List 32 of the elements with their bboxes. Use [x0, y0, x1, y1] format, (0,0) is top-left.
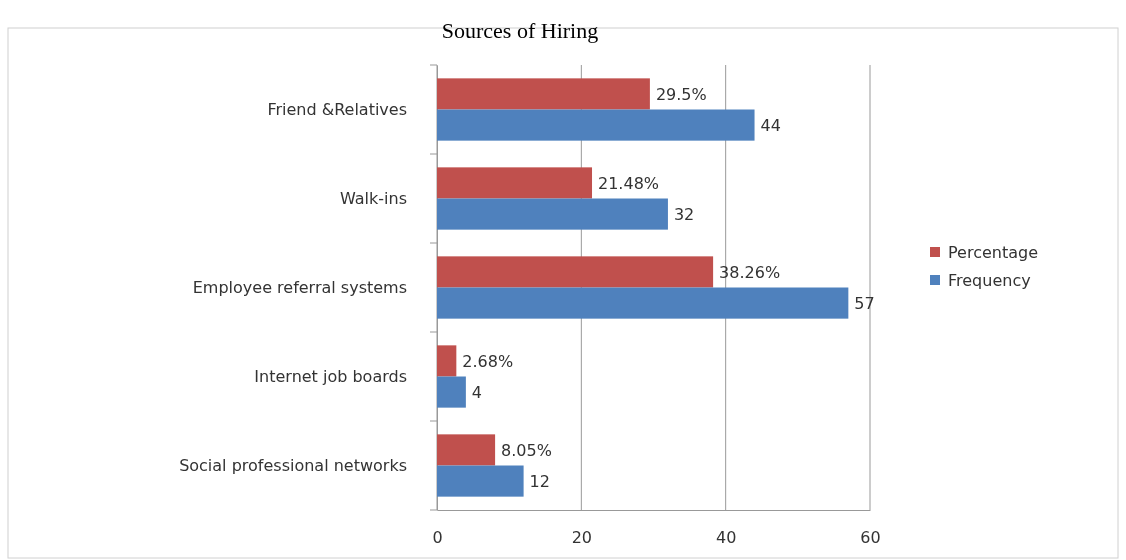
data-label: 32: [673, 205, 695, 225]
bar: [437, 376, 466, 408]
bar: [437, 345, 457, 377]
legend-label: Percentage: [948, 243, 1039, 262]
y-tick-label: Walk-ins: [339, 188, 407, 208]
bar: [437, 465, 524, 497]
data-label: 29.5%: [655, 84, 707, 104]
y-tick-label: Social professional networks: [179, 455, 407, 475]
bar: [437, 109, 755, 141]
bar: [437, 78, 650, 110]
y-tick-label: Internet job boards: [254, 366, 407, 386]
bar: [437, 287, 849, 319]
y-tick-label: Friend &Relatives: [267, 99, 407, 119]
x-tick-label: 0: [432, 528, 443, 548]
bar: [437, 198, 668, 230]
bar: [437, 167, 593, 199]
data-label: 57: [854, 294, 875, 314]
data-label: 44: [760, 116, 781, 136]
data-label: 2.68%: [462, 351, 514, 371]
bar: [437, 434, 496, 466]
y-tick-label: Employee referral systems: [192, 277, 407, 297]
data-label: 38.26%: [719, 262, 781, 282]
legend-label: Frequency: [948, 271, 1031, 290]
data-label: 21.48%: [598, 173, 660, 193]
bar: [437, 256, 714, 288]
x-tick-label: 40: [715, 528, 737, 548]
chart-title: Sources of Hiring: [441, 18, 599, 43]
data-label: 4: [471, 383, 483, 403]
x-tick-label: 20: [571, 528, 593, 548]
data-label: 8.05%: [501, 440, 552, 460]
data-label: 12: [529, 472, 550, 492]
x-tick-label: 60: [860, 528, 881, 548]
